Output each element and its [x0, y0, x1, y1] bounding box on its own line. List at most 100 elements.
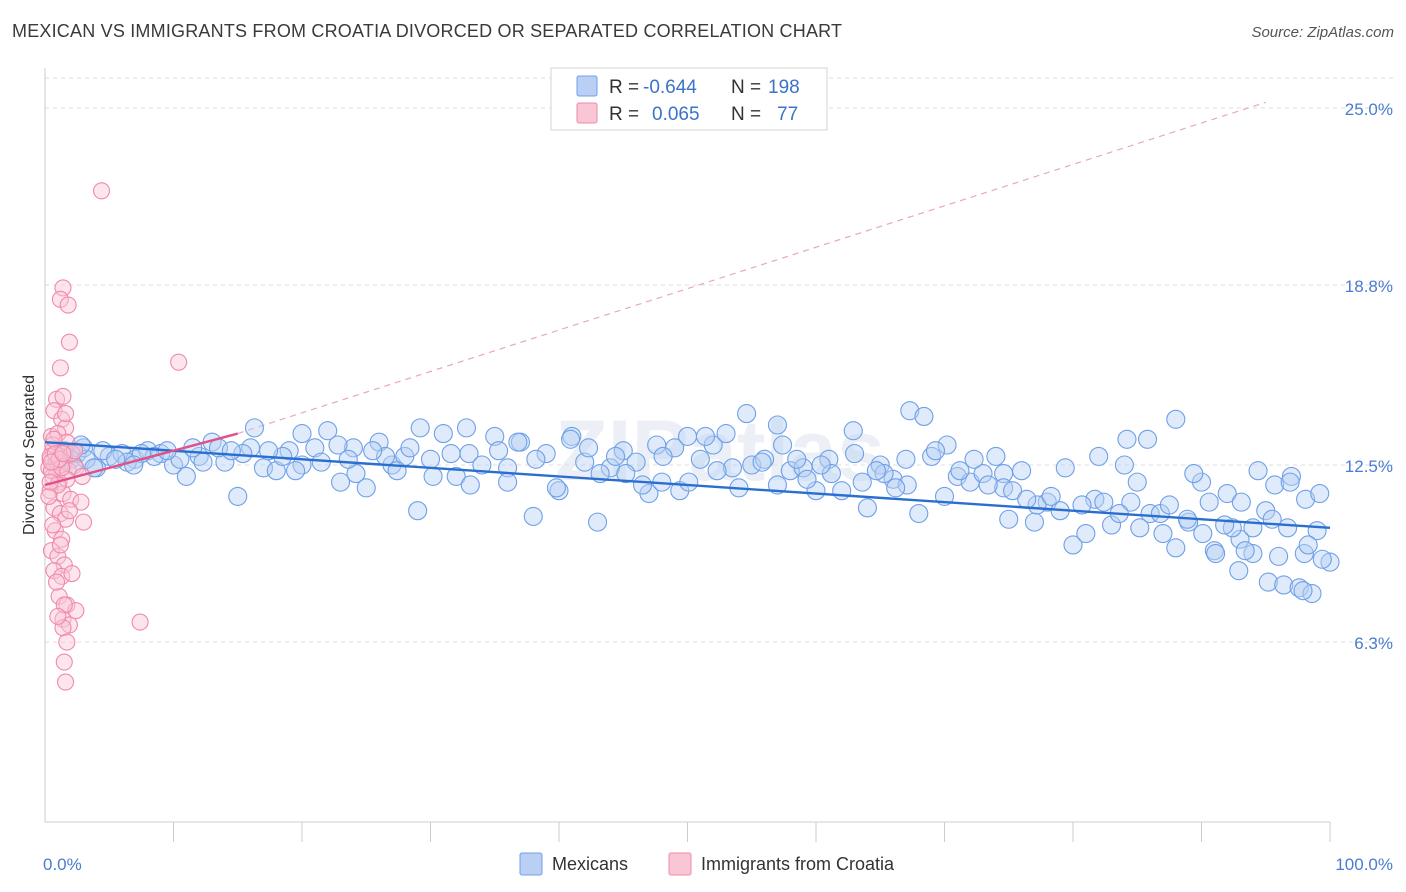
mexicans-point	[1076, 523, 1096, 544]
bottom-legend-label-pink: Immigrants from Croatia	[701, 854, 895, 874]
mexicans-point	[1089, 446, 1109, 466]
mexicans-point	[1296, 489, 1316, 509]
mexicans-point	[1235, 541, 1255, 561]
mexicans-point	[755, 449, 775, 469]
mexicans-point	[1102, 515, 1122, 535]
mexicans-point	[752, 452, 772, 472]
mexicans-point	[526, 449, 546, 469]
mexicans-point	[305, 438, 325, 458]
croatia-point	[54, 445, 72, 463]
croatia-point	[75, 513, 93, 531]
gridlines	[45, 77, 1393, 643]
mexicans-point	[1293, 581, 1313, 601]
mexicans-point	[446, 466, 466, 486]
croatia-point	[51, 359, 69, 377]
pink-trend-extension	[237, 101, 1266, 435]
croatia-point	[51, 536, 69, 554]
mexicans-point	[410, 418, 430, 438]
mexicans-point	[844, 444, 865, 464]
mexicans-point	[843, 421, 863, 441]
mexicans-point	[632, 475, 653, 495]
legend-n-label-pink: N =	[731, 104, 761, 125]
mexicans-point	[579, 438, 599, 458]
mexicans-point	[922, 446, 942, 466]
mexicans-point	[797, 469, 817, 489]
mexicans-point	[318, 421, 338, 441]
mexicans-point	[866, 461, 886, 481]
mexicans-point	[787, 449, 807, 469]
mexicans-point	[400, 438, 420, 458]
mexicans-point	[338, 449, 358, 469]
mexicans-point	[1127, 472, 1147, 492]
legend-n-value-pink: 77	[777, 104, 798, 125]
mexicans-point	[909, 503, 929, 524]
mexicans-point	[857, 498, 877, 518]
croatia-point	[49, 607, 67, 625]
mexicans-point	[647, 435, 667, 455]
mexicans-point	[690, 449, 710, 469]
mexicans-point	[1114, 455, 1134, 475]
mexicans-point	[950, 461, 970, 481]
croatia-point	[54, 387, 72, 405]
mexicans-point	[999, 509, 1019, 529]
y-tick-label: 18.8%	[1345, 277, 1393, 296]
legend-swatch-blue	[576, 75, 598, 97]
mexicans-point	[536, 444, 556, 464]
mexicans-point	[616, 464, 636, 484]
mexicans-point	[228, 486, 248, 506]
mexicans-point	[900, 401, 920, 421]
mexicans-point	[832, 481, 852, 501]
mexicans-point	[441, 444, 461, 464]
mexicans-point	[508, 432, 528, 452]
mexicans-point	[1206, 543, 1226, 564]
mexicans-point	[433, 424, 453, 444]
croatia-point	[60, 502, 78, 520]
mexicans-point	[292, 424, 312, 444]
croatia-point	[54, 610, 72, 628]
series-mexicans	[48, 401, 1340, 604]
mexicans-point	[1117, 429, 1137, 449]
mexicans-point	[722, 458, 743, 478]
croatia-point	[57, 405, 75, 423]
croatia-point	[63, 564, 81, 583]
mexicans-point	[1320, 552, 1340, 572]
mexicans-point	[1193, 523, 1213, 544]
croatia-point	[55, 653, 73, 671]
top-legend: R = -0.644 N = 198 R = 0.065 N = 77	[550, 67, 828, 131]
mexicans-point	[1012, 461, 1032, 481]
mexicans-point	[408, 501, 428, 521]
croatia-point	[58, 633, 76, 651]
croatia-point	[44, 516, 62, 534]
croatia-point	[42, 542, 60, 560]
bottom-legend-swatch-pink	[668, 852, 692, 876]
bottom-legend-swatch-blue	[519, 852, 543, 876]
mexicans-point	[707, 461, 727, 481]
mexicans-point	[653, 446, 673, 466]
mexicans-point	[1017, 489, 1037, 509]
x-tick-label-min: 0.0%	[43, 855, 82, 874]
mexicans-point	[1072, 495, 1092, 515]
mexicans-point	[1258, 572, 1278, 592]
mexicans-point	[363, 441, 383, 461]
y-tick-label: 25.0%	[1345, 100, 1393, 119]
mexicans-point	[1140, 503, 1160, 524]
croatia-point	[170, 353, 188, 371]
mexicans-point	[986, 446, 1006, 466]
y-tick-label: 6.3%	[1354, 634, 1393, 653]
mexicans-point	[874, 464, 894, 484]
mexicans-point	[1229, 561, 1249, 581]
mexicans-point	[1310, 484, 1330, 504]
mexicans-point	[1024, 512, 1044, 532]
mexicans-point	[964, 449, 984, 469]
croatia-point	[57, 673, 75, 691]
mexicans-point	[1137, 429, 1158, 449]
mexicans-point	[420, 449, 441, 469]
series-croatia	[40, 182, 188, 691]
mexicans-point	[1130, 518, 1150, 538]
mexicans-point	[343, 438, 363, 458]
mexicans-point	[1248, 461, 1268, 481]
mexicans-point	[973, 464, 993, 484]
y-tick-label: 12.5%	[1345, 457, 1393, 476]
mexicans-point	[1312, 549, 1332, 569]
